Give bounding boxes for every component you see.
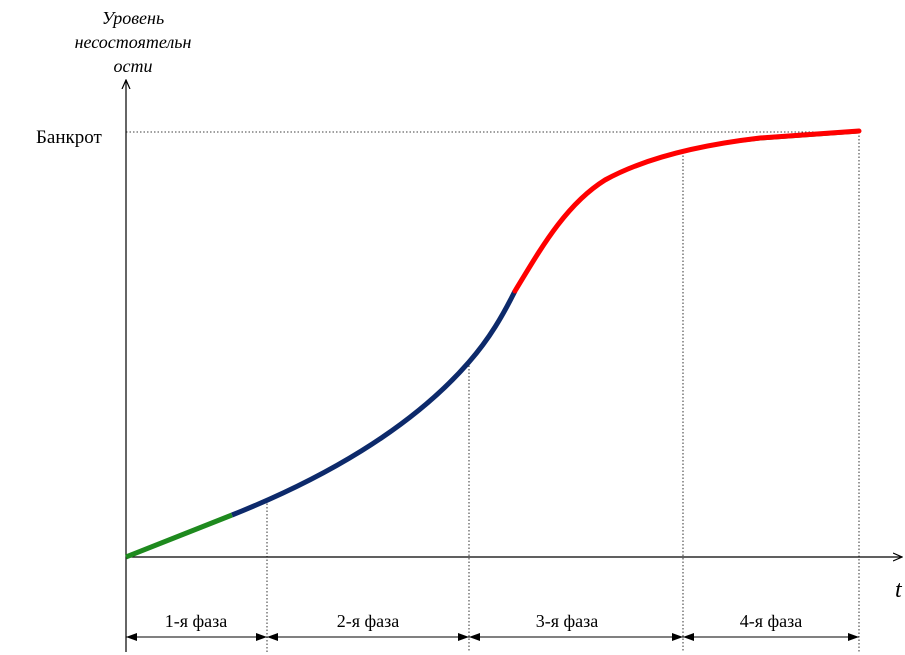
y-axis-label-line3: ости bbox=[114, 56, 153, 76]
phase3-label: 3-я фаза bbox=[536, 611, 599, 631]
y-axis-label-line1: Уровень bbox=[102, 8, 164, 28]
guide-lines bbox=[126, 131, 860, 652]
curve-phase2-segment bbox=[231, 289, 518, 518]
phase4-label: 4-я фаза bbox=[740, 611, 803, 631]
phase2-label: 2-я фаза bbox=[337, 611, 400, 631]
curve-phase3-4-segment bbox=[512, 128, 862, 294]
phase1-label: 1-я фаза bbox=[165, 611, 228, 631]
y-axis-label-line2: несостоятельн bbox=[75, 32, 192, 52]
x-axis-label: t bbox=[895, 577, 903, 603]
curve-phase1-segment bbox=[125, 512, 233, 560]
bankrupt-label: Банкрот bbox=[36, 127, 102, 148]
